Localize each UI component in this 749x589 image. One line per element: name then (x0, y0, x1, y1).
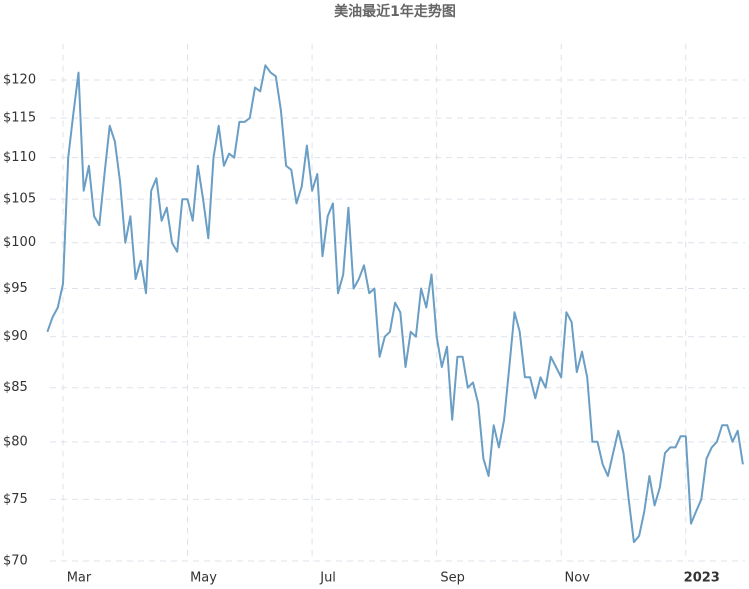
y-tick-label: $120 (3, 73, 36, 88)
y-tick-label: $75 (3, 492, 28, 507)
y-tick-label: $105 (3, 192, 36, 207)
x-tick-label: Mar (67, 571, 92, 586)
y-tick-label: $95 (3, 281, 28, 296)
x-tick-label: 2023 (684, 571, 720, 586)
line-series (46, 64, 744, 544)
x-tick-label: Jul (319, 571, 336, 586)
x-tick-label: May (190, 571, 217, 586)
y-tick-label: $70 (3, 554, 28, 569)
y-tick-label: $115 (3, 111, 36, 126)
x-tick-label: Nov (565, 571, 591, 586)
y-tick-label: $110 (3, 150, 36, 165)
y-tick-label: $90 (3, 329, 28, 344)
y-tick-label: $85 (3, 380, 28, 395)
x-tick-label: Sep (440, 571, 465, 586)
y-tick-label: $80 (3, 434, 28, 449)
chart-title: 美油最近1年走势图 (334, 3, 456, 20)
y-tick-label: $100 (3, 235, 36, 250)
